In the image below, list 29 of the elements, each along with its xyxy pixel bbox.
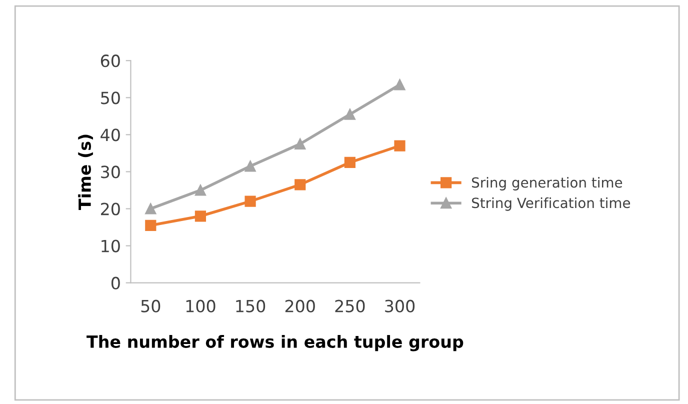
x-tick-label: 300: [385, 300, 415, 312]
y-tick-label: 50: [101, 92, 120, 104]
x-tick-label: 250: [335, 300, 365, 312]
point: [294, 138, 306, 150]
point: [394, 79, 406, 90]
point: [145, 203, 156, 214]
point: [194, 210, 206, 222]
y-axis-title: Time (s): [78, 134, 93, 210]
point: [344, 156, 356, 168]
x-axis-title: The number of rows in each tuple group: [86, 335, 464, 352]
y-tick-label: 40: [100, 128, 120, 142]
legend-label: String Verification time: [472, 197, 630, 211]
y-tick-label: 30: [101, 166, 120, 178]
y-tick-label: 10: [102, 240, 120, 252]
y-tick-label: 0: [111, 276, 120, 290]
x-tick-label: 100: [186, 300, 216, 312]
point: [394, 140, 406, 152]
x-tick-label: 150: [236, 300, 266, 312]
y-tick-label: 60: [100, 54, 120, 68]
y-tick-label: 20: [101, 202, 120, 216]
legend-label: Sring generation time: [472, 177, 622, 190]
point: [244, 160, 256, 172]
point: [194, 184, 206, 196]
point: [294, 179, 306, 190]
point: [344, 108, 356, 120]
point: [145, 220, 156, 231]
x-tick-label: 200: [285, 300, 315, 312]
point: [244, 196, 256, 207]
x-tick-label: 50: [141, 300, 160, 312]
